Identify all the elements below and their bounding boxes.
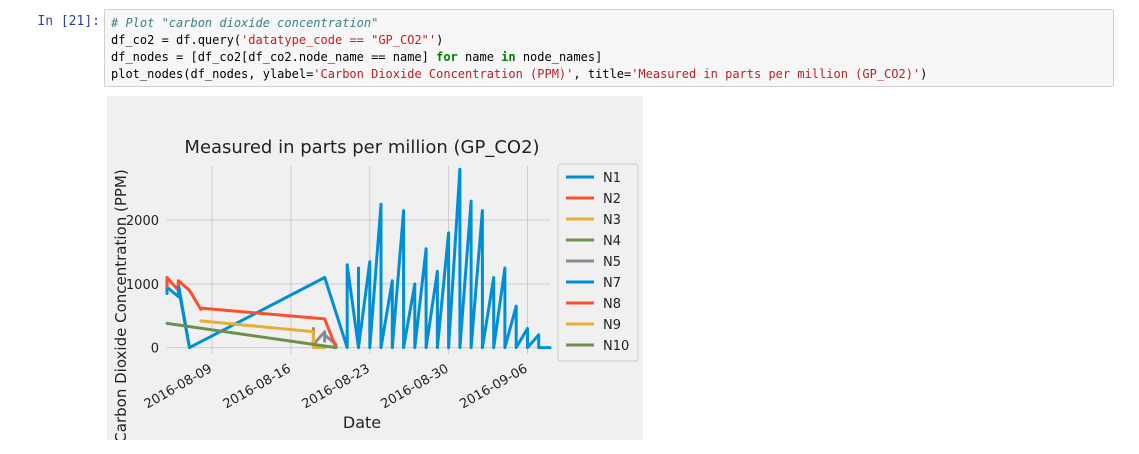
code-token: 'Measured in parts per million (GP_CO2)' [631, 67, 921, 81]
y-tick-label: 0 [151, 342, 159, 357]
code-token: plot_nodes(df_nodes, ylabel= [111, 67, 314, 81]
legend-label: N10 [603, 339, 629, 354]
legend-box [557, 163, 639, 362]
code-token: df_nodes = [df_co2[df_co2.node_name == n… [111, 50, 437, 64]
series-line-n7 [176, 167, 552, 350]
legend-label: N4 [603, 234, 621, 249]
legend-label: N1 [603, 171, 621, 186]
x-tick-label: 2016-08-16 [221, 361, 294, 412]
x-axis-label: Date [343, 413, 381, 432]
legend-label: N9 [603, 318, 621, 333]
grid [167, 166, 550, 354]
series-line-n9 [199, 319, 327, 350]
code-token: for [436, 50, 458, 64]
x-tick-label: 2016-08-09 [142, 361, 215, 412]
code-token: 'Carbon Dioxide Concentration (PPM)' [313, 67, 574, 81]
y-axis-label: Carbon Dioxide Concentration (PPM) [112, 169, 130, 440]
code-token: df_co2 = df.query( [111, 33, 242, 47]
legend-label: N2 [603, 192, 621, 207]
series-line-n8 [188, 288, 338, 350]
series-line-n10 [165, 321, 338, 350]
code-token: ) [920, 67, 928, 81]
series-lines [165, 167, 552, 350]
code-token: , title= [573, 67, 632, 81]
code-token: ) [436, 33, 444, 47]
cell-prompt: In [21]: [37, 14, 100, 29]
y-tick-label: 2000 [126, 214, 159, 229]
x-tick-label: 2016-08-30 [378, 361, 451, 412]
legend: N1 N2 N3 N4 N5 N7 N8 N9 N10 [557, 163, 639, 362]
y-tick-label: 1000 [126, 278, 159, 293]
code-token: # Plot "carbon dioxide concentration" [111, 16, 379, 30]
code-cell[interactable]: # Plot "carbon dioxide concentration" df… [104, 9, 1114, 87]
chart-title: Measured in parts per million (GP_CO2) [184, 137, 539, 158]
code-token: node_names] [515, 50, 603, 64]
legend-label: N8 [603, 297, 621, 312]
plot-output: Measured in parts per million (GP_CO2) C… [107, 96, 643, 443]
code-token: in [501, 50, 516, 64]
legend-label: N5 [603, 255, 621, 270]
legend-label: N7 [603, 276, 621, 291]
co2-line-chart: Measured in parts per million (GP_CO2) C… [112, 137, 639, 443]
code-token: 'datatype_code == "GP_CO2"' [241, 33, 437, 47]
x-tick-label: 2016-08-23 [300, 361, 373, 412]
code-editor[interactable]: # Plot "carbon dioxide concentration" df… [111, 15, 927, 83]
code-token: name [457, 50, 502, 64]
x-tick-label: 2016-09-06 [457, 361, 530, 412]
legend-label: N3 [603, 213, 621, 228]
